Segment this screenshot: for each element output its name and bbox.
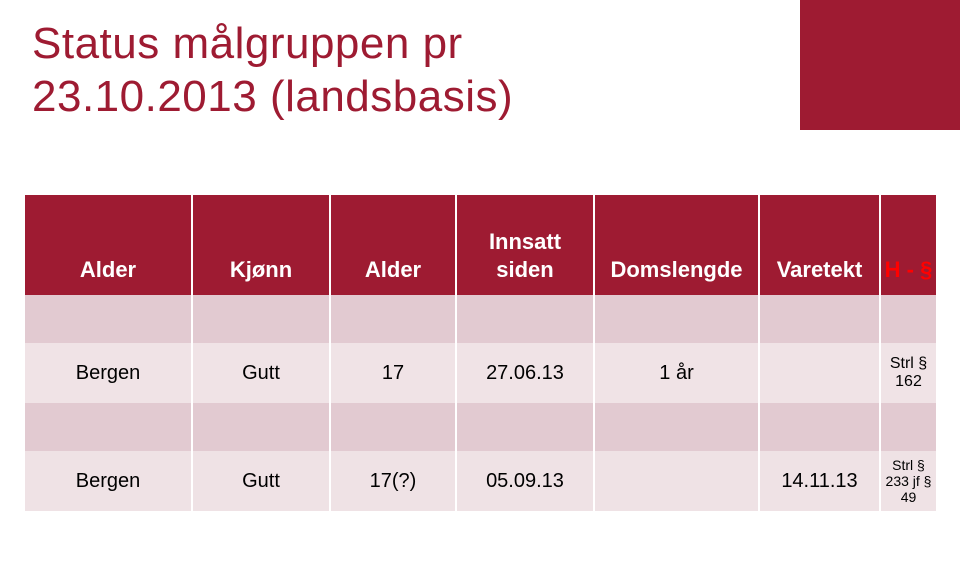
col-header-innsatt-siden-line2: siden (496, 257, 553, 282)
cell-sted: Bergen (25, 343, 192, 403)
table-spacer-row (25, 403, 936, 451)
data-table-container: Alder Kjønn Alder Innsatt siden Domsleng… (25, 195, 936, 511)
cell-varetekt: 14.11.13 (759, 451, 880, 511)
corner-accent-box (800, 0, 960, 130)
cell-h-section: Strl § 233 jf § 49 (880, 451, 936, 511)
col-header-varetekt: Varetekt (759, 195, 880, 295)
col-header-h-section: H - § (880, 195, 936, 295)
col-header-sted: Alder (25, 195, 192, 295)
table-spacer-row (25, 295, 936, 343)
data-table: Alder Kjønn Alder Innsatt siden Domsleng… (25, 195, 936, 511)
cell-sted: Bergen (25, 451, 192, 511)
cell-innsatt-siden: 05.09.13 (456, 451, 594, 511)
col-header-innsatt-siden-line1: Innsatt (489, 229, 561, 254)
cell-alder: 17 (330, 343, 456, 403)
cell-innsatt-siden: 27.06.13 (456, 343, 594, 403)
cell-h-section-line1: Strl § 233 jf § (886, 457, 932, 489)
title-line-2: 23.10.2013 (landsbasis) (32, 72, 513, 121)
col-header-kjonn: Kjønn (192, 195, 330, 295)
title-line-1: Status målgruppen pr (32, 19, 463, 68)
col-header-alder: Alder (330, 195, 456, 295)
cell-kjonn: Gutt (192, 451, 330, 511)
cell-h-section-line2: 49 (901, 489, 917, 505)
cell-kjonn: Gutt (192, 343, 330, 403)
cell-h-section: Strl § 162 (880, 343, 936, 403)
cell-domslengde (594, 451, 759, 511)
table-row: Bergen Gutt 17 27.06.13 1 år Strl § 162 (25, 343, 936, 403)
col-header-domslengde: Domslengde (594, 195, 759, 295)
table-row: Bergen Gutt 17(?) 05.09.13 14.11.13 Strl… (25, 451, 936, 511)
col-header-innsatt-siden: Innsatt siden (456, 195, 594, 295)
slide-title: Status målgruppen pr 23.10.2013 (landsba… (32, 18, 513, 124)
cell-alder: 17(?) (330, 451, 456, 511)
table-header-row: Alder Kjønn Alder Innsatt siden Domsleng… (25, 195, 936, 295)
cell-varetekt (759, 343, 880, 403)
cell-domslengde: 1 år (594, 343, 759, 403)
